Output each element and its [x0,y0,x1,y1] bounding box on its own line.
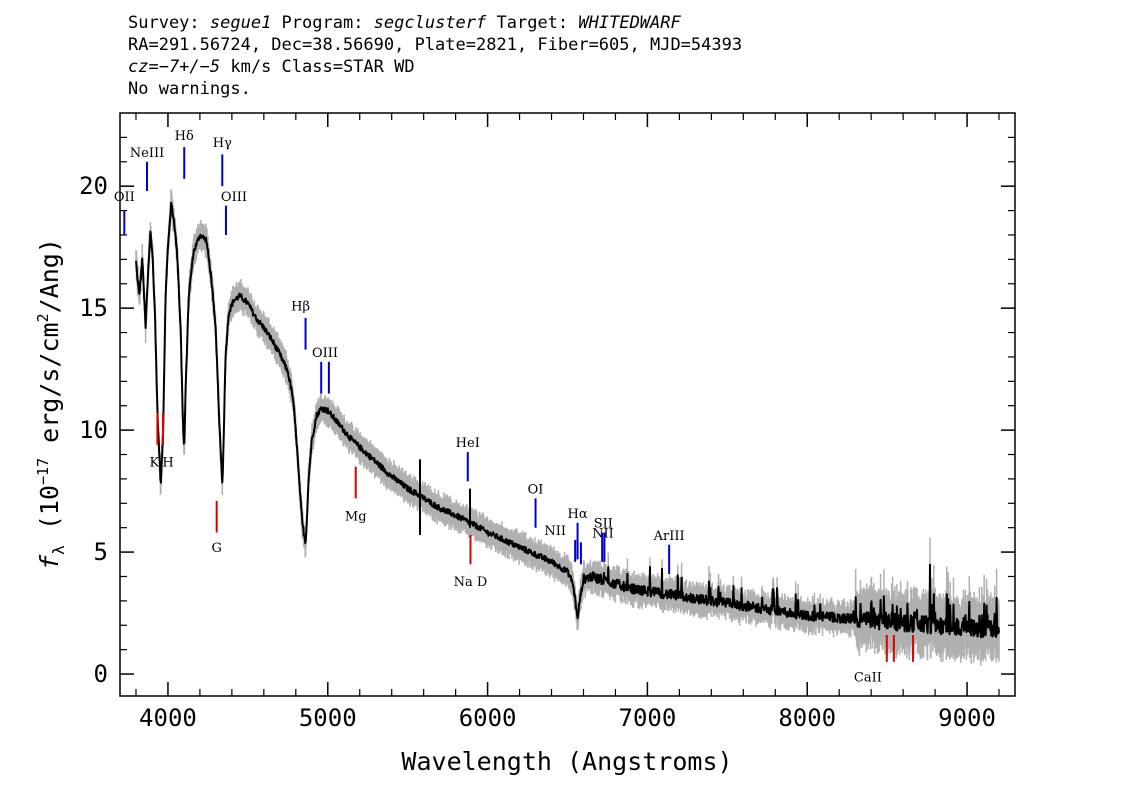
marker-label-hβ: Hβ [291,300,310,315]
header-line-survey: Survey: segue1 Program: segclusterf Targ… [128,12,742,34]
y-label-mid: erg/s/cm [35,322,64,457]
x-axis-label: Wavelength (Angstroms) [401,747,732,776]
y-tick-label: 20 [79,172,108,200]
header-line-coordinates: RA=291.56724, Dec=38.56690, Plate=2821, … [128,35,743,55]
marker-label-h: H [162,456,173,471]
x-tick-label: 5000 [299,704,357,732]
marker-label-oiii: OIII [221,190,247,205]
marker-label-neiii: NeIII [130,146,164,161]
marker-label-ariii: ArIII [653,529,685,544]
marker-label-sii: SII [594,517,613,532]
cz-value: cz=−7+/−5 [128,57,221,77]
survey-value: segue1 [209,13,272,33]
marker-label-hδ: Hδ [175,129,194,144]
class-value: km/s Class=STAR WD [220,57,415,77]
program-value: segclusterf [373,13,487,33]
tick-labels: 4000 5000 6000 7000 8000 9000 0 5 10 15 20 [79,172,996,732]
x-tick-label: 7000 [619,704,677,732]
axis-ticks [120,113,1015,696]
survey-label: Survey: [128,13,210,33]
marker-label-oi: OI [528,483,544,498]
header-line-warnings: No warnings. [128,79,251,99]
x-tick-label: 4000 [139,704,197,732]
x-tick-label: 8000 [778,704,836,732]
x-tick-label: 6000 [459,704,517,732]
marker-label-caii: CaII [854,670,882,685]
y-label-exp2: 2 [34,313,52,322]
y-label-prefix: (10 [35,485,64,545]
spectral-line-markers: OIINeIIIHδHγOIIIHβOIIIHeIOINIIHαNIISIIAr… [114,129,915,685]
marker-label-oiii: OIII [312,346,338,361]
marker-label-hγ: Hγ [213,136,232,151]
x-tick-label: 9000 [938,704,996,732]
y-tick-label: 10 [79,416,108,444]
marker-label-k: K [150,456,160,471]
marker-label-na-d: Na D [454,575,488,590]
marker-label-oii: OII [114,190,135,205]
error-band [135,189,1000,666]
marker-label-g: G [211,541,221,556]
y-label-suffix: /Ang) [35,238,64,313]
target-label: Target: [486,13,579,33]
plot-frame [119,112,1016,697]
y-label-f: f [35,554,64,570]
target-value: WHITEDWARF [578,13,681,33]
y-tick-label: 0 [94,660,108,688]
y-axis-label: fλ (10−17 erg/s/cm2/Ang) [34,238,68,570]
y-label-lambda: λ [49,545,68,555]
y-tick-label: 15 [79,294,108,322]
header-line-redshift: cz=−7+/−5 km/s Class=STAR WD [128,56,742,78]
marker-label-hα: Hα [568,507,588,522]
marker-label-mg: Mg [345,509,367,524]
flux-line [135,201,1000,639]
y-label-exp1: −17 [34,458,52,485]
marker-label-nii: NII [544,524,566,539]
marker-label-hei: HeI [456,436,480,451]
spectrum-header: Survey: segue1 Program: segclusterf Targ… [128,12,742,100]
program-label: Program: [271,13,374,33]
y-tick-label: 5 [94,538,108,566]
